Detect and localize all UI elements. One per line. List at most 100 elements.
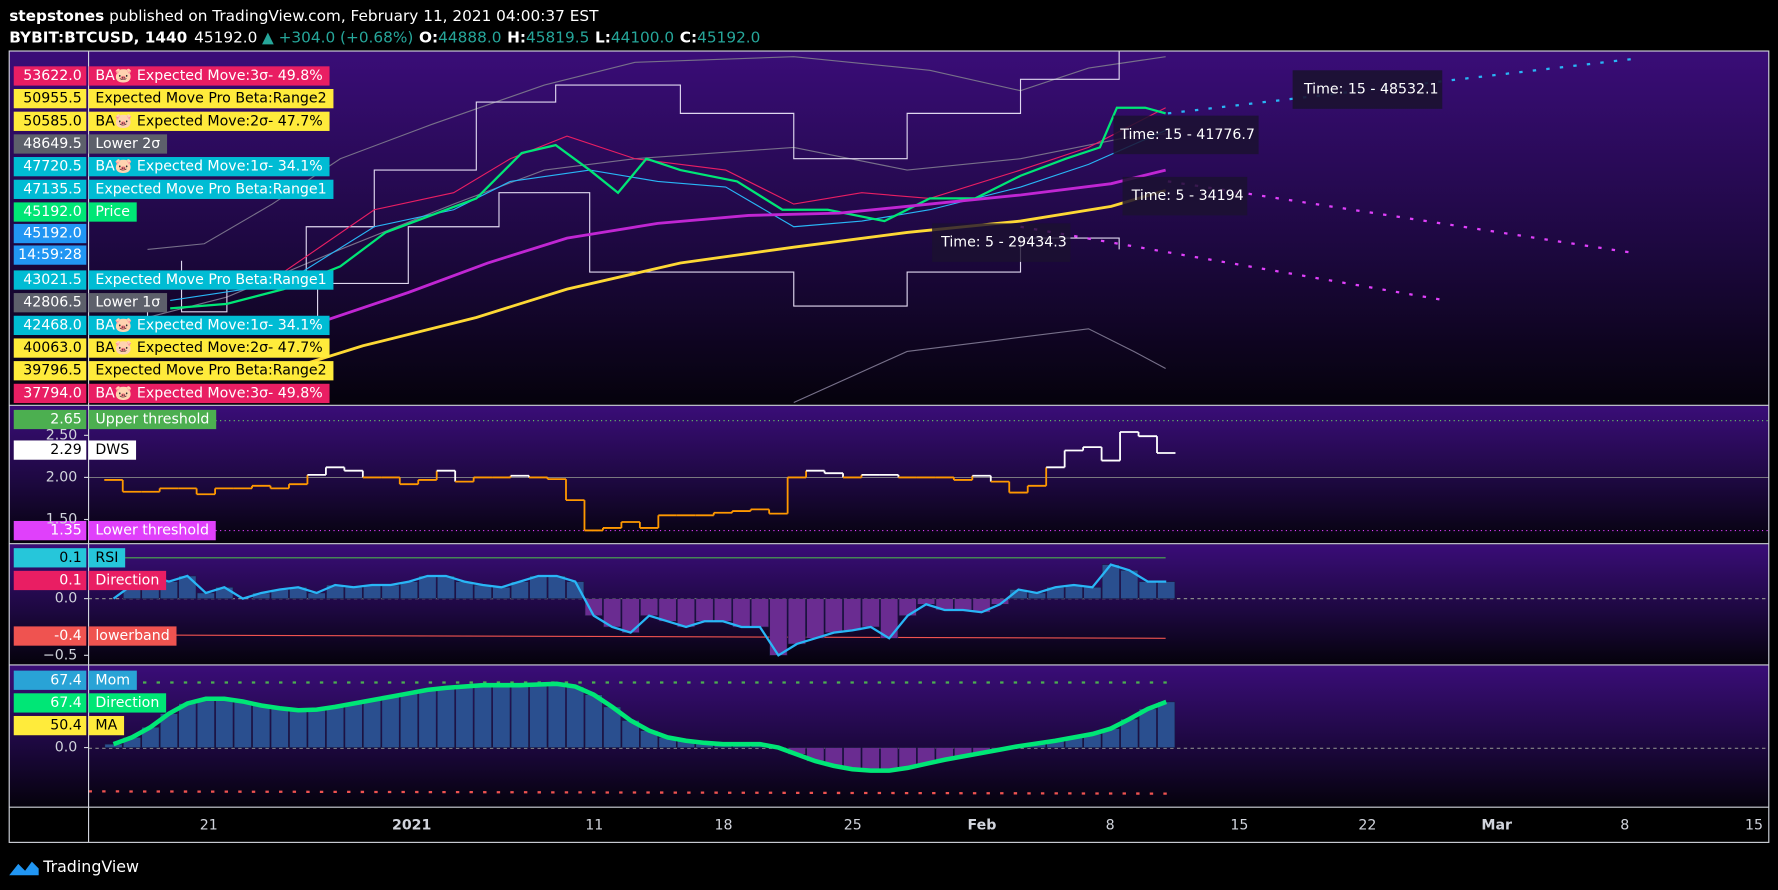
mom-bar (584, 694, 603, 748)
ohlc-value: 44100.0 (611, 28, 674, 46)
rsi-bar (363, 584, 382, 599)
series-box (88, 270, 334, 290)
rsi-bar (492, 587, 511, 599)
series-label: lowerband (95, 628, 169, 644)
value-label: 2.65 (50, 411, 82, 427)
y-tick-label: 2.50 (46, 427, 78, 443)
rsi-bar (732, 598, 751, 628)
value-label: 42806.5 (23, 295, 82, 311)
y-tick-label: 0.0 (55, 591, 78, 607)
author: stepstones (9, 6, 104, 24)
ohlc-value: 45192.0 (697, 28, 760, 46)
series-label: BA🐷 Expected Move:1σ- 34.1% (95, 159, 322, 175)
symbol-line: BYBIT:BTCUSD, 1440 45192.0 ▲ +304.0 (+0.68… (9, 28, 760, 46)
series-label: MA (95, 718, 117, 734)
mom-bar (566, 686, 585, 748)
ohlc-key: C: (680, 28, 697, 46)
series-label: BA🐷 Expected Move:3σ- 49.8% (95, 68, 322, 84)
mom-bar (455, 686, 474, 748)
rsi-bar (1101, 564, 1120, 599)
value-label: 0.1 (59, 572, 82, 588)
x-tick-label: 2021 (392, 817, 431, 833)
value-box (13, 202, 87, 222)
value-box (13, 157, 87, 177)
y-tick-label: 2.00 (46, 469, 78, 485)
y-tick-label: −0.5 (43, 647, 77, 663)
mom-bar (529, 684, 548, 748)
band-line (102, 634, 1166, 639)
value-label: 67.4 (50, 672, 82, 688)
mom-bar (289, 709, 308, 748)
rsi-line (112, 563, 1167, 657)
rsi-bar (400, 581, 418, 599)
series-box (88, 134, 168, 154)
tooltip-box (932, 223, 1071, 262)
series-box (88, 338, 330, 358)
rsi-bar (640, 598, 659, 616)
value-label: -0.4 (54, 628, 82, 644)
rsi-bar (436, 575, 455, 599)
series-label: BA🐷 Expected Move:3σ- 49.8% (95, 385, 322, 401)
logo (9, 861, 39, 876)
value-box (13, 570, 87, 591)
mom-bar (252, 705, 271, 748)
header-line: stepstones published on TradingView.com,… (9, 6, 599, 24)
mom-bar (363, 699, 382, 748)
ma-line (271, 189, 1167, 376)
value-box (13, 66, 87, 86)
value-box (13, 715, 87, 736)
mom-bar (436, 687, 455, 748)
value-box (13, 270, 87, 290)
series-label: Expected Move Pro Beta:Range2 (95, 363, 326, 379)
series-label: Direction (95, 572, 159, 588)
series-box (88, 179, 334, 199)
x-tick-label: 8 (1106, 817, 1115, 833)
rsi-bar (566, 581, 585, 599)
mom-bar (381, 696, 400, 748)
mom-bar (104, 743, 123, 748)
value-box (13, 89, 87, 109)
rsi-bar (418, 575, 437, 599)
mom-bar (547, 683, 566, 748)
rsi-bar (695, 598, 714, 622)
rsi-bar (344, 587, 363, 599)
value-label: 0.1 (59, 550, 82, 566)
main-decoration (146, 51, 1633, 404)
value-box (13, 361, 87, 381)
series-label: BA🐷 Expected Move:1σ- 34.1% (95, 317, 322, 333)
mom-bar (270, 707, 289, 748)
value-label: 45192.0 (23, 226, 82, 242)
value-box (13, 338, 87, 358)
mom-bar (178, 703, 197, 748)
series-box (88, 293, 168, 313)
rsi-bar (806, 598, 825, 639)
series-box (88, 89, 334, 109)
value-box (13, 409, 87, 430)
series-label: Lower 2σ (95, 136, 160, 152)
rsi-bar (954, 598, 973, 611)
mom-bar (880, 747, 899, 771)
rsi-bar (584, 598, 603, 616)
rsi-bar (1083, 587, 1102, 599)
ohlc-value: 44888.0 (438, 28, 501, 46)
series-label: Expected Move Pro Beta:Range1 (95, 181, 326, 197)
mom-bar (215, 698, 234, 748)
value-label: 42468.0 (23, 317, 82, 333)
value-label: 50955.5 (23, 91, 82, 107)
rsi-bar (178, 575, 197, 599)
value-label: 43021.5 (23, 272, 82, 288)
mom-bar (861, 747, 880, 771)
y-tick-label: 0.0 (55, 740, 78, 756)
value-box (13, 179, 87, 199)
value-box (13, 134, 87, 154)
series-box (88, 670, 137, 690)
series-label: Upper threshold (95, 411, 209, 427)
value-label: 45192.0 (23, 204, 82, 220)
series-label: Expected Move Pro Beta:Range2 (95, 91, 326, 107)
tooltip-box (1122, 176, 1248, 216)
mom-bar (196, 698, 215, 748)
mom-bar (307, 709, 326, 748)
price-line (170, 106, 1166, 310)
rsi-bar (529, 575, 548, 599)
mom-bar (233, 701, 252, 748)
